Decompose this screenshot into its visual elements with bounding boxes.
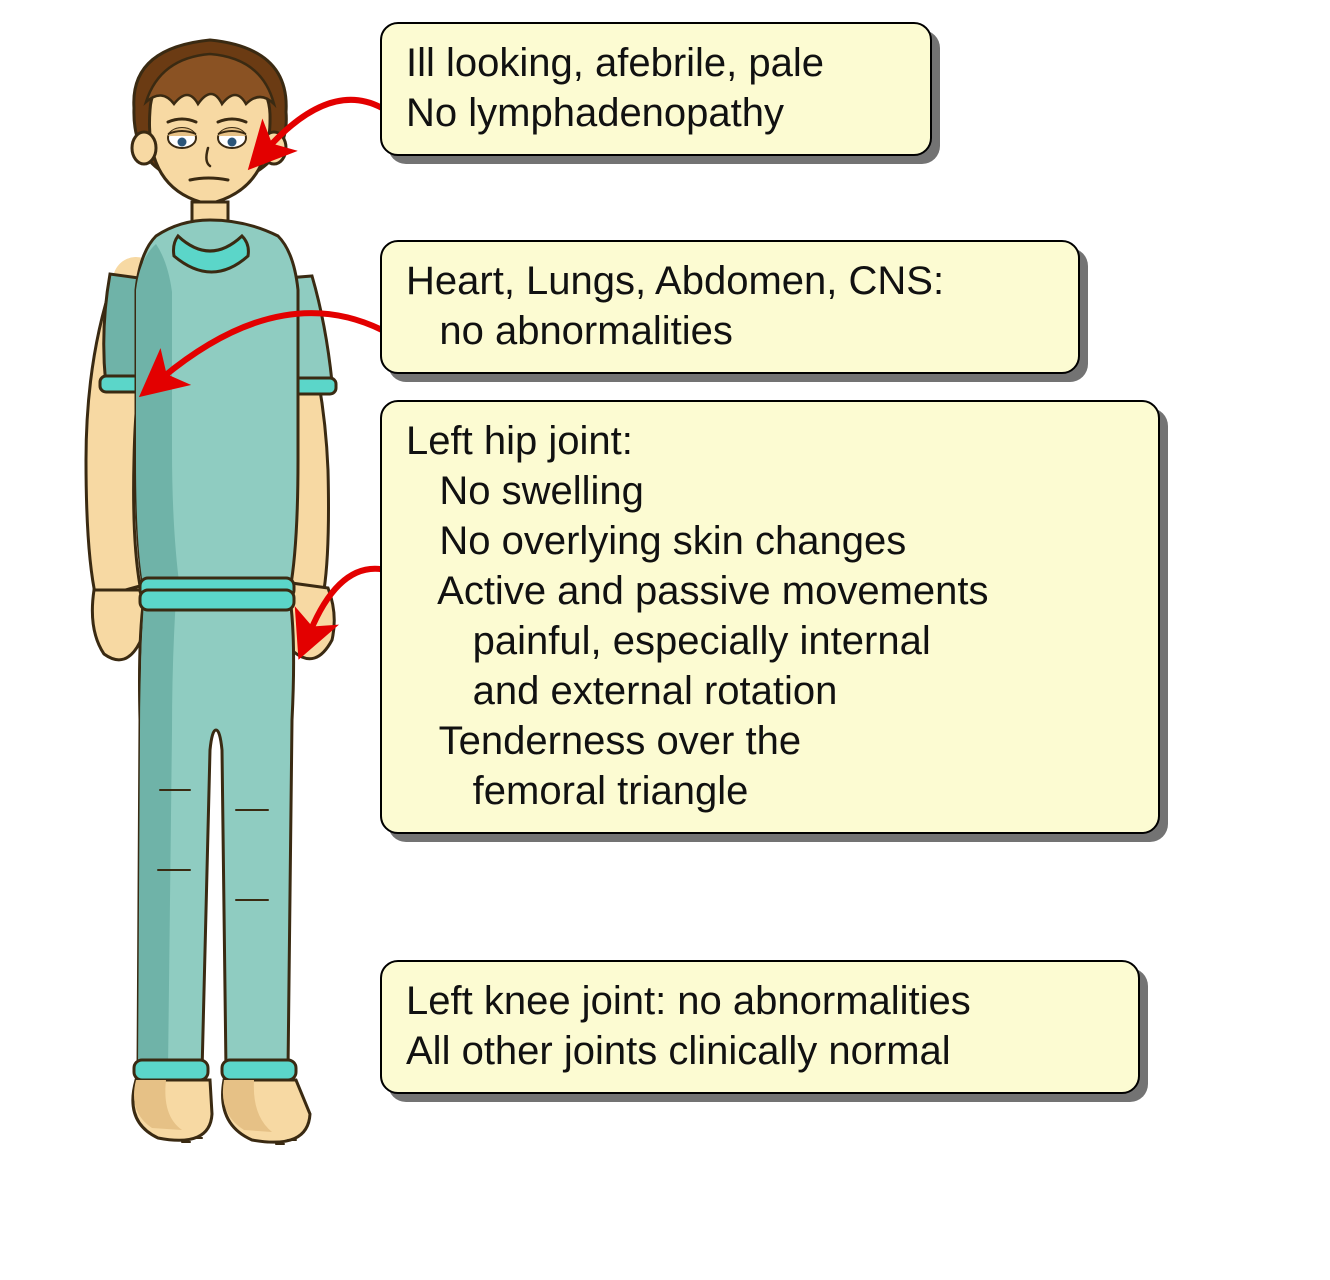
diagram-stage: Ill looking, afebrile, pale No lymphaden…: [0, 0, 1330, 1280]
callout-knee-line-1: All other joints clinically normal: [406, 1026, 1114, 1076]
callout-hip: Left hip joint: No swelling No overlying…: [380, 400, 1160, 834]
callout-head-line-1: No lymphadenopathy: [406, 88, 906, 138]
callout-torso-line-1: no abnormalities: [406, 306, 1054, 356]
arrow-hip: [310, 569, 386, 632]
callout-torso-line-0: Heart, Lungs, Abdomen, CNS:: [406, 256, 1054, 306]
callout-hip-line-5: and external rotation: [406, 666, 1134, 716]
callout-hip-line-3: Active and passive movements: [406, 566, 1134, 616]
callout-torso: Heart, Lungs, Abdomen, CNS: no abnormali…: [380, 240, 1080, 374]
callout-hip-line-1: No swelling: [406, 466, 1134, 516]
arrow-head: [268, 100, 382, 148]
callout-hip-line-2: No overlying skin changes: [406, 516, 1134, 566]
callout-knee: Left knee joint: no abnormalities All ot…: [380, 960, 1140, 1094]
callout-head: Ill looking, afebrile, pale No lymphaden…: [380, 22, 932, 156]
callout-head-line-0: Ill looking, afebrile, pale: [406, 38, 906, 88]
callout-hip-line-4: painful, especially internal: [406, 616, 1134, 666]
arrow-torso: [162, 313, 382, 378]
callout-hip-line-0: Left hip joint:: [406, 416, 1134, 466]
callout-hip-line-7: femoral triangle: [406, 766, 1134, 816]
callout-hip-line-6: Tenderness over the: [406, 716, 1134, 766]
callout-knee-line-0: Left knee joint: no abnormalities: [406, 976, 1114, 1026]
